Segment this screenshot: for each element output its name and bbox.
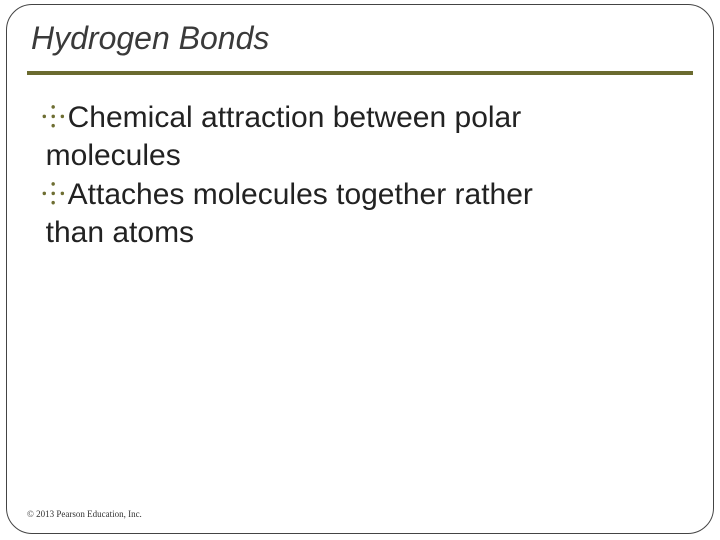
- list-item: ⸭ Attaches molecules together rather tha…: [41, 176, 683, 251]
- list-item: ⸭ Chemical attraction between polar mole…: [41, 99, 683, 174]
- slide-title: Hydrogen Bonds: [31, 19, 689, 57]
- bullet-text: Attaches molecules together rather: [68, 176, 683, 214]
- bullet-text-cont: molecules: [46, 137, 683, 175]
- bullet-text-wrap: Attaches molecules together rather than …: [68, 176, 683, 251]
- bullet-icon: ⸭: [41, 99, 66, 137]
- copyright-text: © 2013 Pearson Education, Inc.: [27, 509, 142, 519]
- content-area: ⸭ Chemical attraction between polar mole…: [7, 75, 713, 251]
- bullet-text-cont: than atoms: [46, 214, 683, 252]
- slide-frame: Hydrogen Bonds ⸭ Chemical attraction bet…: [6, 4, 714, 534]
- title-area: Hydrogen Bonds: [7, 5, 713, 63]
- bullet-text: Chemical attraction between polar: [68, 99, 683, 137]
- bullet-icon: ⸭: [41, 176, 66, 214]
- bullet-text-wrap: Chemical attraction between polar molecu…: [68, 99, 683, 174]
